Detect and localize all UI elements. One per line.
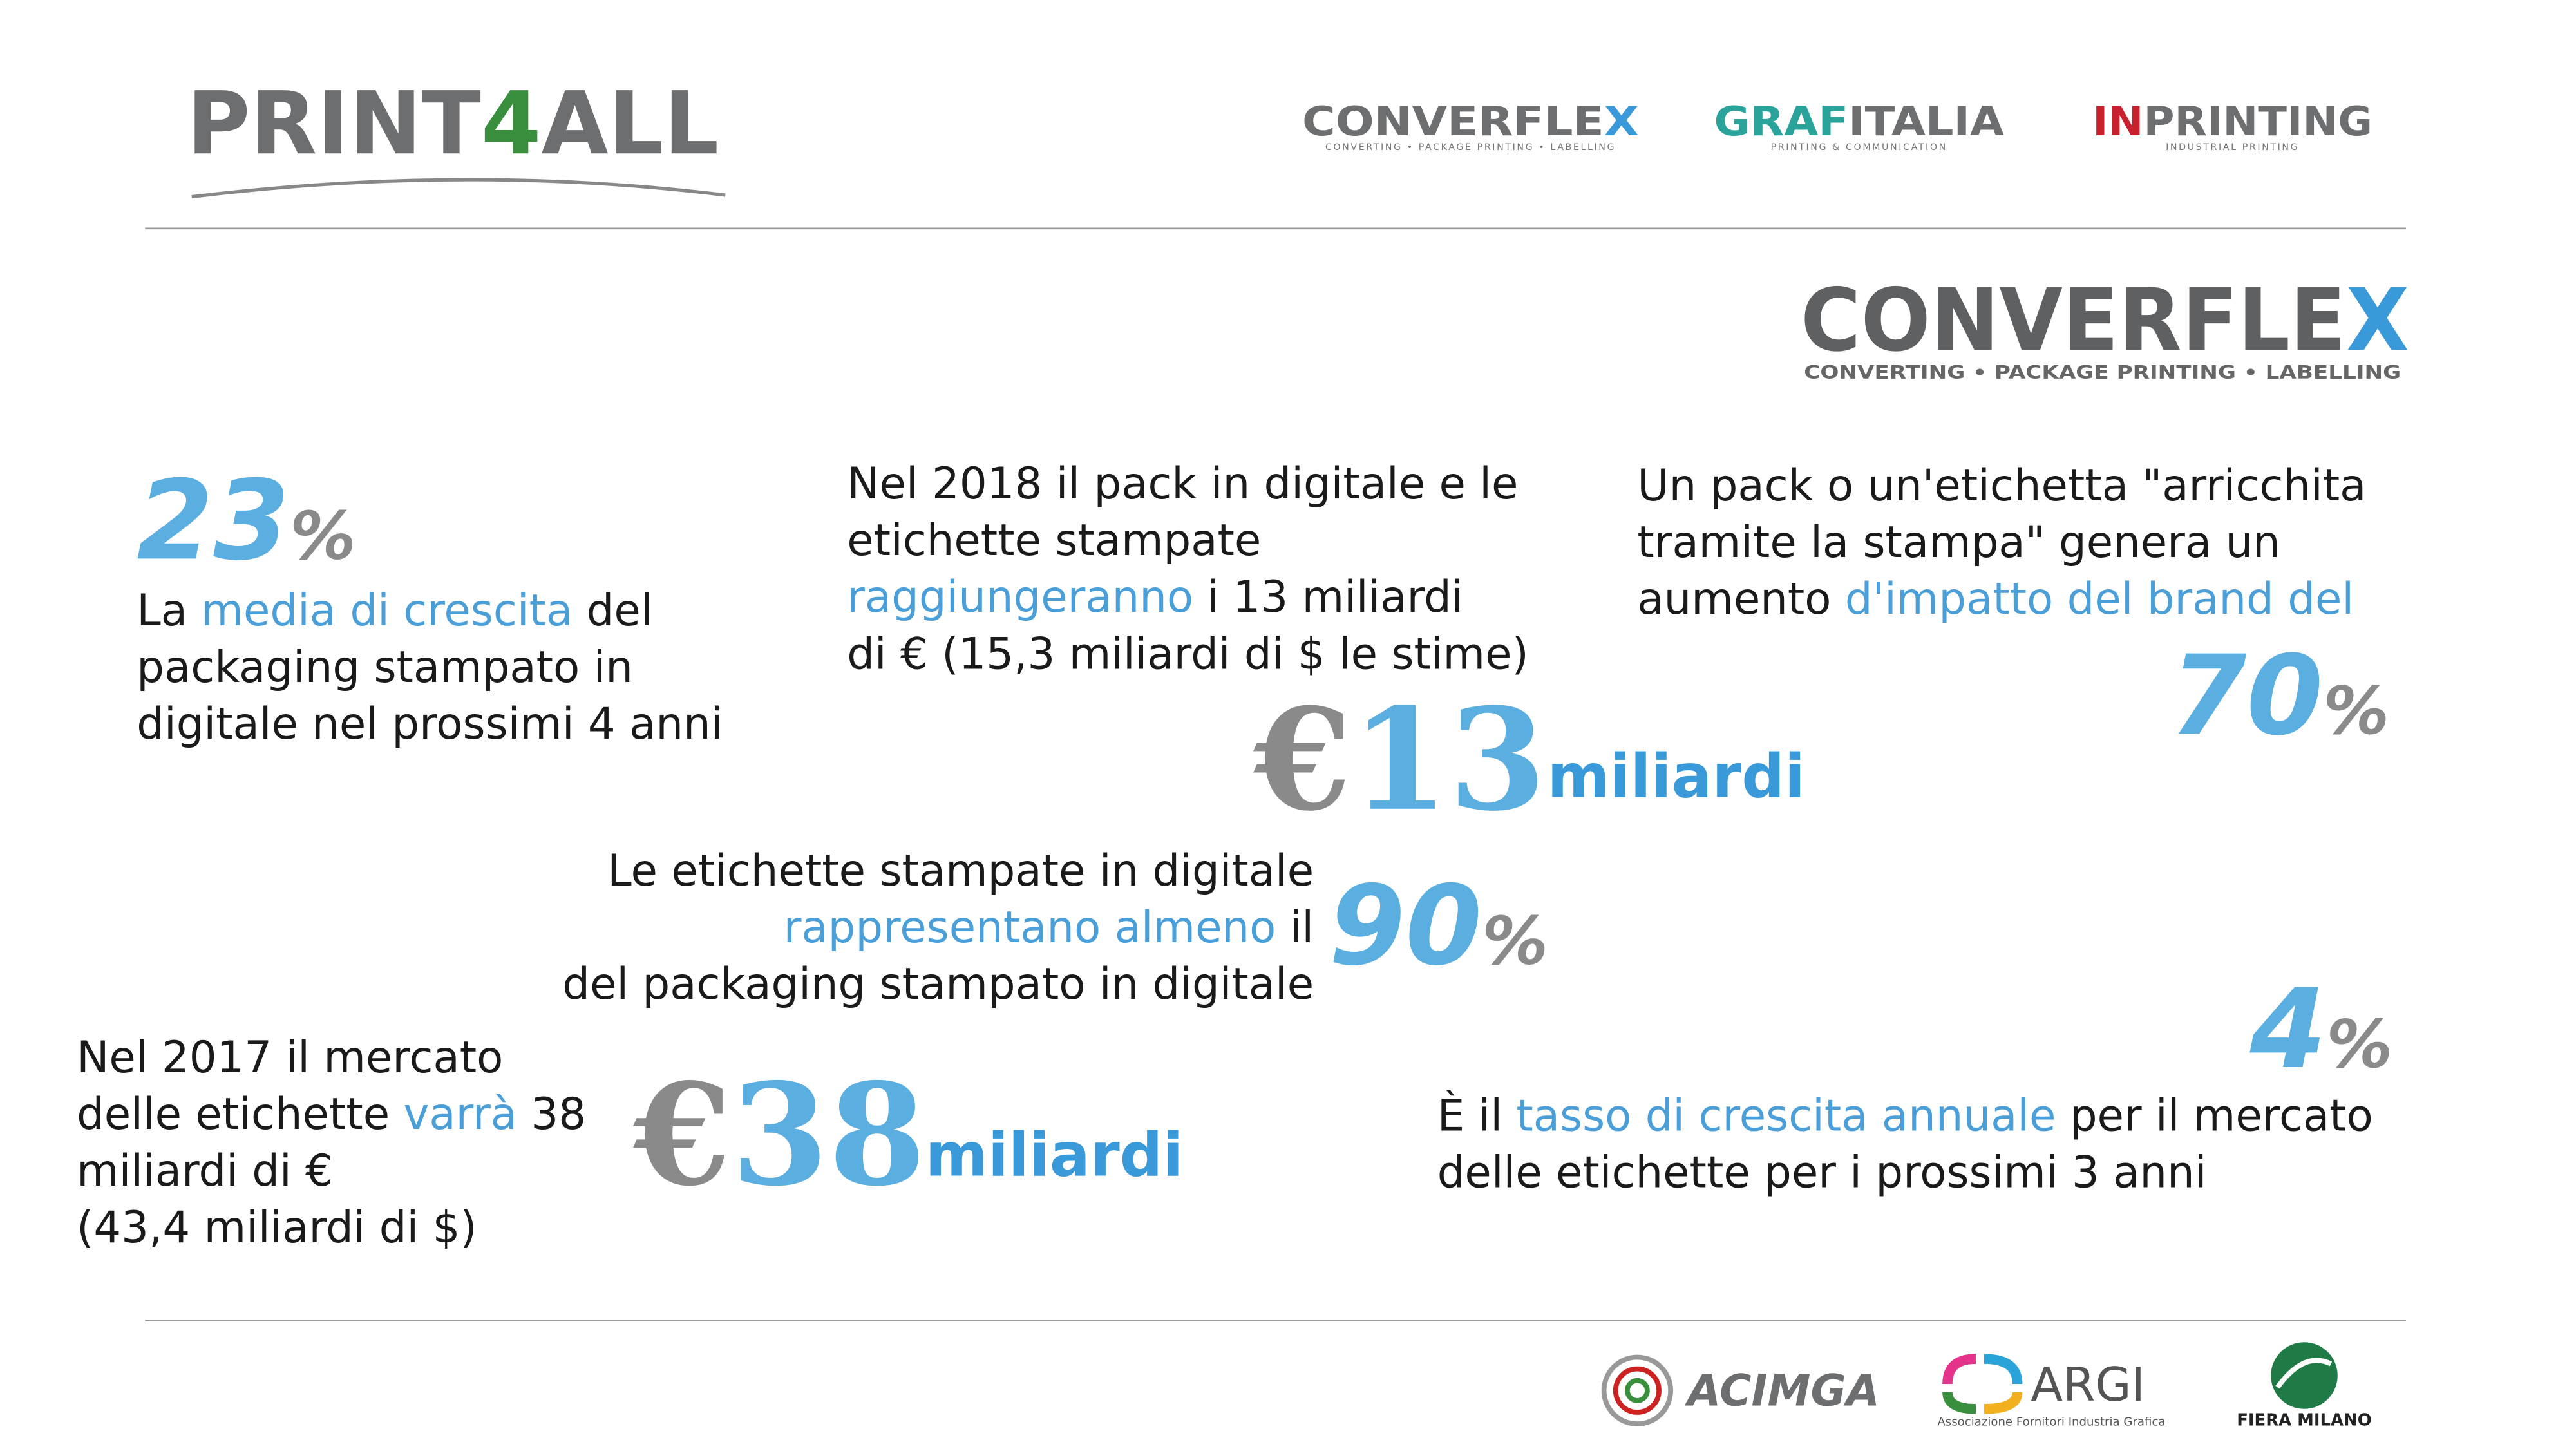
stat-figure-segment: % — [2326, 1007, 2392, 1083]
stat-text-line: del packaging stampato in digitale — [562, 959, 1314, 1009]
stat-unit: miliardi — [1548, 741, 1805, 811]
stat-text-line: etichette stampate — [847, 515, 1261, 565]
brand-logo: CONVERFLEX — [1801, 270, 2409, 371]
stat-figure: 23% — [137, 457, 356, 585]
stat-text-line: tramite la stampa" genera un — [1637, 517, 2280, 567]
stat-figure-segment: 4 — [2249, 965, 2327, 1094]
stat-text-line-segment: tramite la stampa" genera un — [1637, 517, 2280, 567]
logo-swoosh — [191, 178, 726, 199]
stat-text-line-segment: aumento — [1637, 574, 1844, 624]
stat-text-line: rappresentano almeno il — [784, 902, 1314, 952]
partner-logo-segment: IN — [2092, 98, 2143, 145]
stat-text-line-segment: tasso di crescita annuale — [1516, 1090, 2056, 1141]
stat-text-line-segment: di € (15,3 miliardi di $ le stime) — [847, 629, 1529, 679]
stat-figure: 4% — [2249, 965, 2393, 1094]
stat-figure-segment: % — [1482, 904, 1548, 980]
stat-text-line: La media di crescita del — [137, 585, 652, 636]
stat-figure-segment: € — [1253, 678, 1351, 842]
partner-tagline: PRINTING & COMMUNICATION — [1771, 142, 1947, 153]
partner-logo: IN PRINTING — [2092, 98, 2372, 145]
stat-text-line: È il tasso di crescita annuale per il me… — [1437, 1090, 2373, 1141]
print4all-logo: PRINT4ALL — [187, 73, 719, 174]
argi-icon — [1942, 1354, 2023, 1414]
stat-text-line-segment: (43,4 miliardi di $) — [77, 1202, 477, 1253]
stat-text-line-segment: raggiungeranno — [847, 572, 1193, 622]
stat-text-line-segment: 38 — [517, 1089, 586, 1139]
stat-text-line: miliardi di € — [77, 1146, 333, 1196]
stat-figure-segment: % — [2323, 673, 2389, 750]
stat-text-line-segment: etichette stampate — [847, 515, 1261, 565]
stat-text-line-segment: il — [1276, 902, 1314, 952]
partner-logo: GRAF ITALIA — [1714, 98, 2003, 145]
stat-text-line-segment: varrà — [404, 1089, 517, 1139]
sponsor-name: ARGI — [2031, 1358, 2145, 1412]
partner-logo-segment: X — [1604, 98, 1639, 145]
stat-text-line-segment: digitale nel prossimi 4 anni — [137, 699, 723, 749]
partner-tagline: INDUSTRIAL PRINTING — [2166, 142, 2299, 153]
stat-text-line-segment: Le etichette stampate in digitale — [607, 846, 1314, 896]
stat-text-line: raggiungeranno i 13 miliardi — [847, 572, 1463, 622]
partner-logo: CONVERFLE X — [1302, 98, 1639, 145]
stat-text-line-segment: del — [573, 585, 652, 636]
stat-text-line: digitale nel prossimi 4 anni — [137, 699, 723, 749]
stat-text-line: packaging stampato in — [137, 642, 633, 692]
stat-text-line: delle etichette varrà 38 — [77, 1089, 586, 1139]
stat-text-line-segment: i 13 miliardi — [1193, 572, 1463, 622]
stat-text-line: delle etichette per i prossimi 3 anni — [1437, 1147, 2207, 1197]
stat-text-line: Un pack o un'etichetta "arricchita — [1637, 460, 2366, 511]
partner-logo-segment: ITALIA — [1848, 98, 2004, 145]
stat-figure-segment: € — [633, 1053, 731, 1217]
stat-figure-segment: 38 — [731, 1053, 926, 1217]
stat-text-line: Nel 2018 il pack in digitale e le — [847, 459, 1518, 509]
stat-text-line-segment: delle etichette per i prossimi 3 anni — [1437, 1147, 2207, 1197]
stat-text-line-segment: d'impatto del brand del — [1845, 574, 2354, 624]
brand-logo-segment: CONVERFLE — [1801, 270, 2346, 371]
stat-figure-segment: 13 — [1351, 678, 1546, 842]
brand-logo-segment: X — [2346, 270, 2409, 371]
stat-figure: €38 — [633, 1053, 926, 1217]
stat-text-line: Nel 2017 il mercato — [77, 1032, 503, 1083]
stat-text-line-segment: Un pack o un'etichetta "arricchita — [1637, 460, 2366, 511]
partner-logo-segment: PRINTING — [2143, 98, 2372, 145]
brand-tagline: CONVERTING • PACKAGE PRINTING • LABELLIN… — [1804, 362, 2401, 383]
partner-logo-segment: GRAF — [1714, 98, 1848, 145]
stat-text-line-segment: del packaging stampato in digitale — [562, 959, 1314, 1009]
fiera-icon — [2271, 1342, 2338, 1409]
stat-text-line-segment: La — [137, 585, 201, 636]
partner-logo-segment: CONVERFLE — [1302, 98, 1604, 145]
stat-figure: 90% — [1329, 862, 1548, 990]
stat-text-line-segment: media di crescita — [201, 585, 573, 636]
stat-text-line: Le etichette stampate in digitale — [607, 846, 1314, 896]
sponsor-name: FIERA MILANO — [2237, 1411, 2371, 1430]
stat-text-line-segment: per il mercato — [2056, 1090, 2372, 1141]
sponsor-name: ACIMGA — [1684, 1366, 1880, 1416]
stat-unit: miliardi — [925, 1119, 1183, 1189]
stat-text-line-segment: Nel 2017 il mercato — [77, 1032, 503, 1083]
stat-text-line-segment: rappresentano almeno — [784, 902, 1276, 952]
stat-figure-segment: 23 — [137, 457, 290, 585]
stat-figure: €13 — [1253, 678, 1546, 842]
print4all-logo-segment: PRINT — [187, 73, 481, 174]
stat-figure-segment: 90 — [1329, 862, 1482, 990]
print4all-logo-segment: ALL — [542, 73, 719, 174]
stat-figure-segment: 70 — [2170, 632, 2324, 760]
sponsor-tagline: Associazione Fornitori Industria Grafica — [1937, 1416, 2165, 1429]
acimga-icon — [1601, 1354, 1674, 1426]
stat-text-line-segment: delle etichette — [77, 1089, 403, 1139]
stat-text-line-segment: miliardi di € — [77, 1146, 333, 1196]
stat-figure: 70% — [2170, 632, 2390, 760]
stat-text-line: aumento d'impatto del brand del — [1637, 574, 2354, 624]
stat-text-line-segment: packaging stampato in — [137, 642, 633, 692]
partner-tagline: CONVERTING • PACKAGE PRINTING • LABELLIN… — [1325, 142, 1616, 153]
stat-figure-segment: % — [290, 498, 356, 574]
stat-text-line-segment: Nel 2018 il pack in digitale e le — [847, 459, 1518, 509]
stat-text-line-segment: È il — [1437, 1090, 1517, 1141]
stat-text-line: (43,4 miliardi di $) — [77, 1202, 477, 1253]
print4all-logo-segment: 4 — [481, 73, 542, 174]
stat-text-line: di € (15,3 miliardi di $ le stime) — [847, 629, 1529, 679]
